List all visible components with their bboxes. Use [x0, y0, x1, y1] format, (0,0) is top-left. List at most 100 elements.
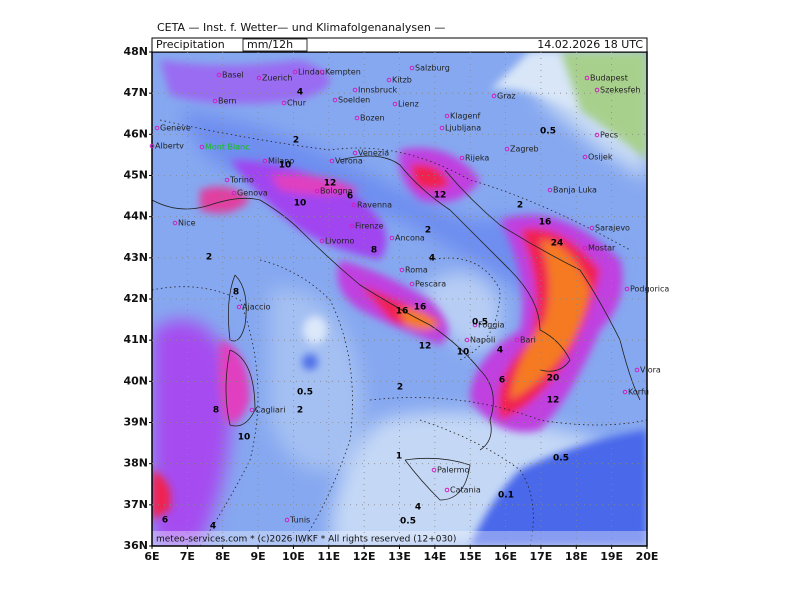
contour-label: 0.5 — [297, 388, 313, 398]
contour-lines — [152, 119, 647, 546]
contour-label: 24 — [551, 239, 564, 249]
lat-label: 38N — [123, 457, 148, 470]
city-marker — [594, 87, 600, 93]
city-marker — [444, 487, 450, 493]
city-marker — [212, 98, 218, 104]
city-label: Kitzb — [392, 76, 412, 85]
city-marker — [392, 101, 398, 107]
city-marker — [589, 225, 595, 231]
city-marker — [459, 155, 465, 161]
contour-label: 1 — [396, 452, 402, 462]
city-label: Bern — [218, 97, 237, 106]
city-label: Ajaccio — [242, 303, 271, 312]
lon-label: 18E — [565, 550, 588, 563]
city-label: Sarajevo — [595, 224, 630, 233]
contour-label: 0.1 — [498, 491, 514, 501]
city-marker — [582, 245, 588, 251]
city-marker — [332, 97, 338, 103]
contour-label: 0.5 — [472, 318, 488, 328]
valid-time: 14.02.2026 18 UTC — [537, 38, 643, 51]
lat-label: 39N — [123, 416, 148, 429]
city-label: Verona — [335, 157, 363, 166]
city-marker — [431, 467, 437, 473]
city-marker — [319, 238, 325, 244]
city-label: Geneve — [160, 124, 191, 133]
contour-label: 10 — [294, 199, 307, 209]
lat-label: 41N — [123, 333, 148, 346]
contour-label: 0.5 — [540, 127, 556, 137]
city-label: Foggia — [478, 321, 505, 330]
city-label: Basel — [222, 71, 244, 80]
contour-label: 0.5 — [400, 517, 416, 527]
city-marker — [594, 132, 600, 138]
city-label: Podgorica — [630, 285, 669, 294]
city-label: Soelden — [338, 96, 370, 105]
contour-label: 6 — [162, 516, 168, 526]
city-label: Bozen — [360, 114, 385, 123]
city-label: Zagreb — [510, 145, 539, 154]
lat-label: 40N — [123, 374, 148, 387]
city-marker — [284, 517, 290, 523]
header-title: CETA — Inst. f. Wetter— und Klimafolgena… — [157, 21, 445, 34]
contour-label: 8 — [371, 246, 377, 256]
city-marker — [389, 235, 395, 241]
city-marker — [349, 223, 355, 229]
city-label: Catania — [450, 486, 481, 495]
city-marker — [547, 187, 553, 193]
city-marker — [352, 150, 358, 156]
city-label: Palermo — [437, 466, 469, 475]
lon-label: 11E — [317, 550, 340, 563]
lat-label: 48N — [123, 45, 148, 58]
city-marker — [249, 407, 255, 413]
contour-label: 2 — [206, 253, 212, 263]
city-marker — [256, 75, 262, 81]
contour-label: 2 — [517, 201, 523, 211]
city-marker — [149, 143, 155, 149]
parameter: Precipitation — [156, 38, 225, 51]
city-marker — [582, 154, 588, 160]
city-marker — [224, 177, 230, 183]
city-marker — [172, 220, 178, 226]
lat-label: 43N — [123, 251, 148, 264]
city-label: Banja Luka — [553, 186, 597, 195]
lat-label: 42N — [123, 292, 148, 305]
city-marker — [472, 322, 478, 328]
city-marker — [464, 337, 470, 343]
city-marker — [634, 367, 640, 373]
city-label: Pecs — [600, 131, 618, 140]
lat-label: 45N — [123, 169, 148, 182]
contour-label: 10 — [457, 348, 470, 358]
unit-box — [242, 38, 308, 52]
city-marker — [491, 93, 497, 99]
contour-label: 6 — [499, 376, 505, 386]
city-marker — [281, 100, 287, 106]
lon-label: 12E — [353, 550, 376, 563]
city-label: Napoli — [470, 336, 495, 345]
lon-label: 7E — [180, 550, 195, 563]
city-label: Roma — [405, 266, 428, 275]
city-label: Zuerich — [262, 74, 292, 83]
city-label: Milano — [268, 157, 294, 166]
city-marker — [624, 286, 630, 292]
contour-label: 4 — [415, 503, 421, 513]
city-label: Mont Blanc — [205, 143, 250, 152]
contour-label: 8 — [233, 288, 239, 298]
contour-label: 16 — [539, 218, 552, 228]
city-marker — [504, 146, 510, 152]
city-marker — [351, 202, 357, 208]
city-label: Ancona — [395, 234, 425, 243]
city-marker — [319, 69, 325, 75]
contour-label: 4 — [497, 346, 503, 356]
city-marker — [262, 158, 268, 164]
city-label: Firenze — [355, 222, 384, 231]
city-label: Lienz — [398, 100, 419, 109]
city-label: Graz — [497, 92, 516, 101]
contour-label: 0.5 — [553, 454, 569, 464]
city-marker — [409, 281, 415, 287]
city-label: Tunis — [289, 516, 310, 525]
city-label: Venezia — [358, 149, 389, 158]
contour-label: 6 — [347, 192, 353, 202]
city-marker — [216, 72, 222, 78]
city-label: Budapest — [590, 74, 628, 83]
